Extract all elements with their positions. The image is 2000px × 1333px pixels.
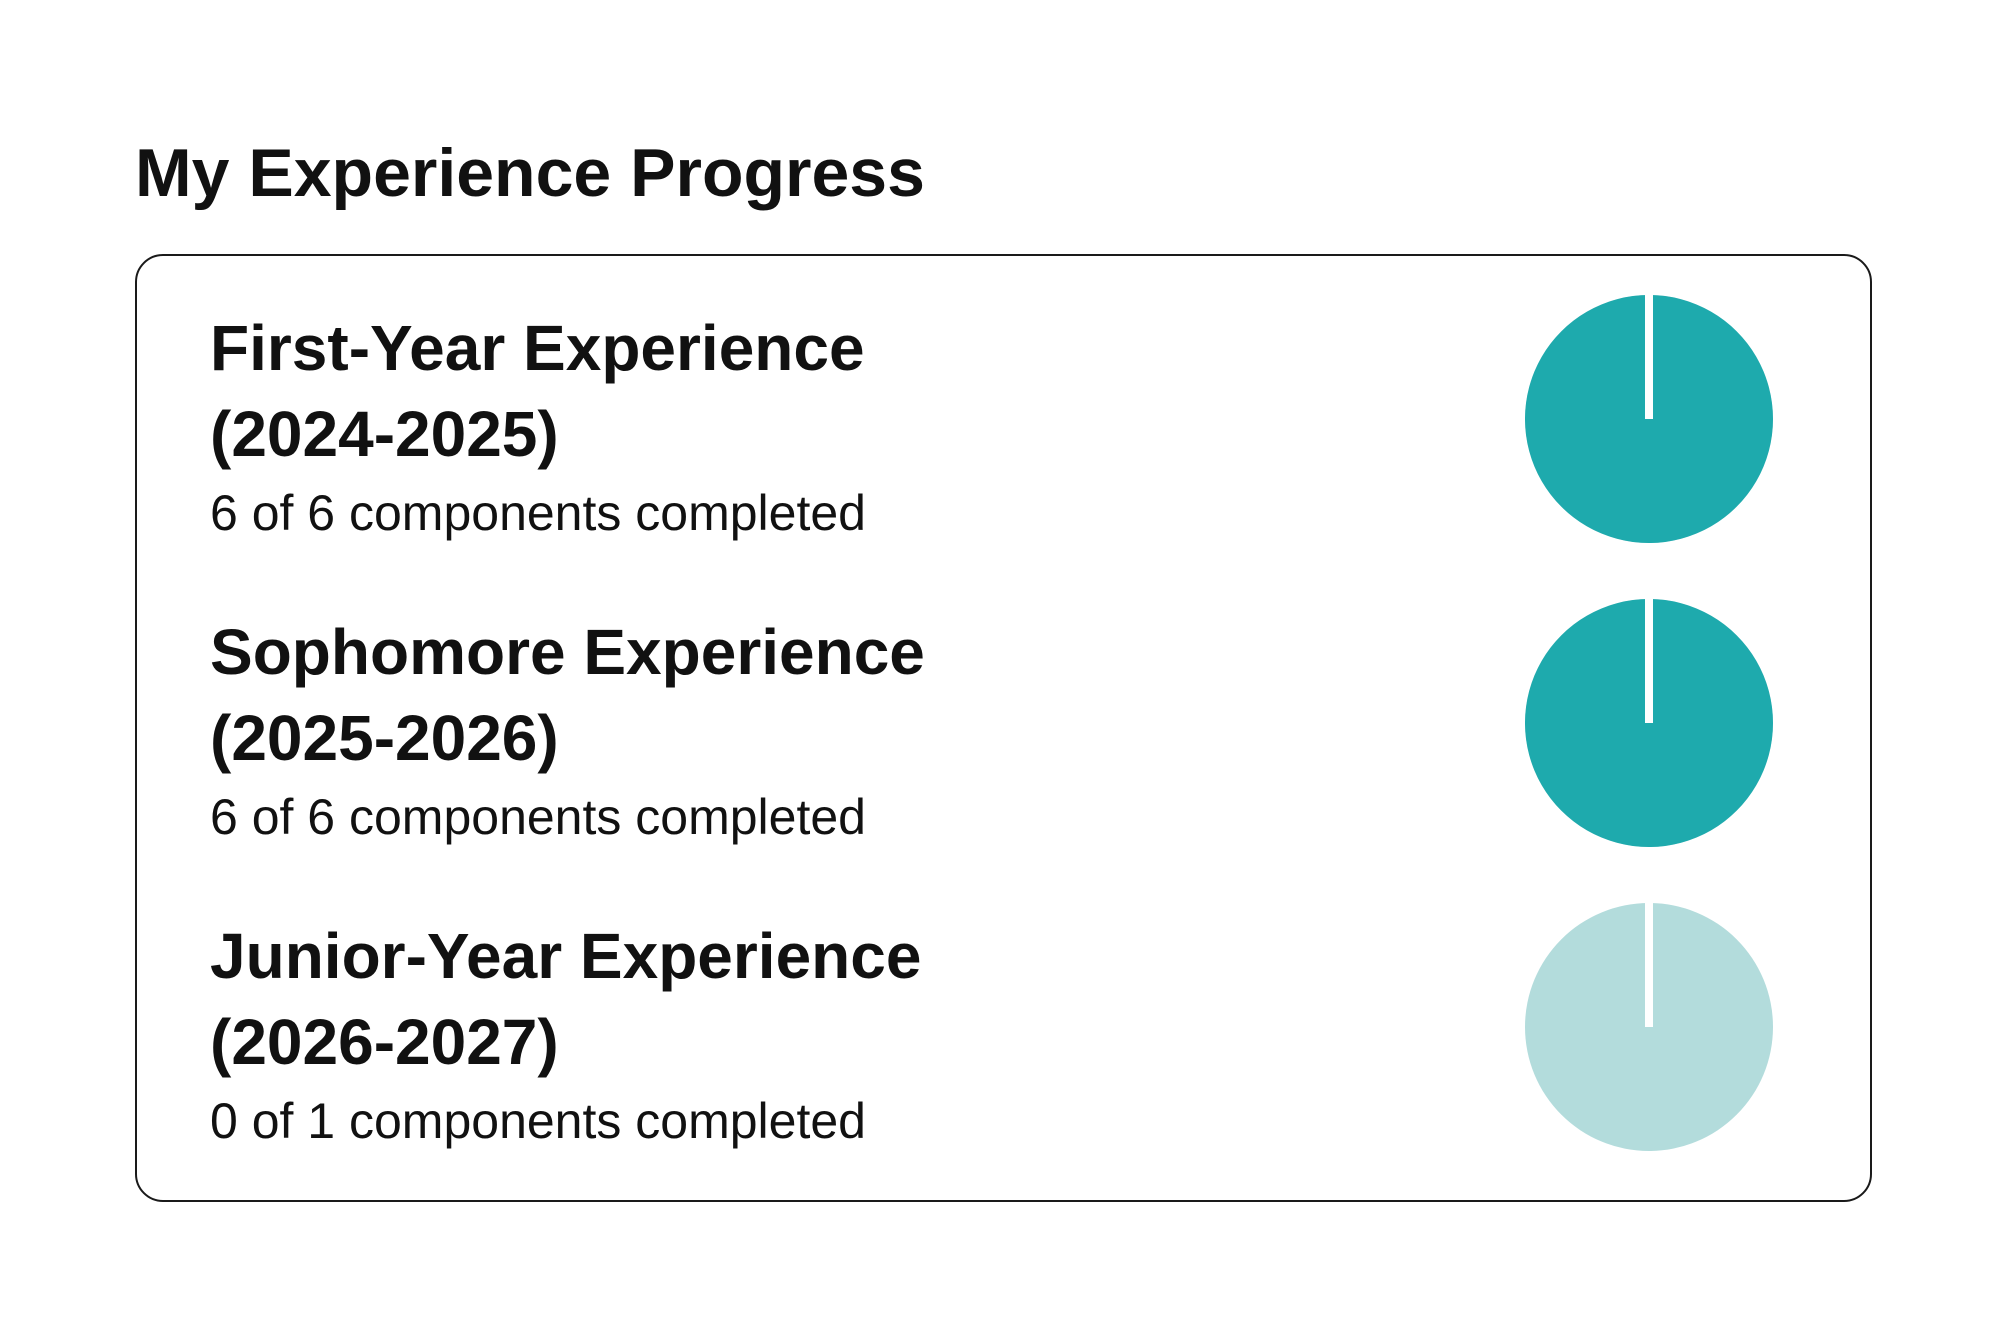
experience-status: 6 of 6 components completed xyxy=(210,485,866,541)
experience-years: (2025-2026) xyxy=(210,702,559,774)
experience-progress-card: First-Year Experience (2024-2025) 6 of 6… xyxy=(135,254,1872,1202)
experience-status: 0 of 1 components completed xyxy=(210,1093,866,1149)
experience-title: First-Year Experience xyxy=(210,312,865,384)
experience-text: Sophomore Experience (2025-2026) 6 of 6 … xyxy=(210,609,1410,849)
experience-item-sophomore[interactable]: Sophomore Experience (2025-2026) 6 of 6 … xyxy=(137,599,1870,911)
experience-text: First-Year Experience (2024-2025) 6 of 6… xyxy=(210,305,1410,545)
progress-pie-chart xyxy=(1525,295,1773,543)
experience-text: Junior-Year Experience (2026-2027) 0 of … xyxy=(210,913,1410,1153)
experience-status: 6 of 6 components completed xyxy=(210,789,866,845)
experience-title: Sophomore Experience xyxy=(210,616,925,688)
experience-title: Junior-Year Experience xyxy=(210,920,922,992)
page-title: My Experience Progress xyxy=(135,135,925,211)
experience-years: (2026-2027) xyxy=(210,1006,559,1078)
progress-pie-chart xyxy=(1525,903,1773,1151)
experience-years: (2024-2025) xyxy=(210,398,559,470)
progress-pie-chart xyxy=(1525,599,1773,847)
experience-item-first-year[interactable]: First-Year Experience (2024-2025) 6 of 6… xyxy=(137,295,1870,607)
experience-item-junior-year[interactable]: Junior-Year Experience (2026-2027) 0 of … xyxy=(137,903,1870,1215)
